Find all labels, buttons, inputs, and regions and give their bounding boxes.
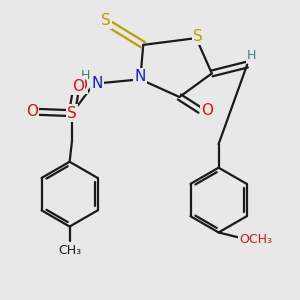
Text: S: S [193, 29, 202, 44]
Text: O: O [26, 104, 38, 119]
Text: O: O [201, 103, 213, 118]
Text: H: H [247, 49, 256, 62]
Text: H: H [80, 69, 90, 82]
Text: N: N [91, 76, 103, 91]
Text: O: O [23, 104, 35, 119]
Text: O: O [72, 79, 84, 94]
Text: N: N [135, 69, 146, 84]
Text: O: O [75, 78, 87, 93]
Text: S: S [101, 13, 111, 28]
Text: S: S [67, 106, 77, 121]
Text: OCH₃: OCH₃ [239, 233, 272, 246]
Text: CH₃: CH₃ [58, 244, 81, 256]
